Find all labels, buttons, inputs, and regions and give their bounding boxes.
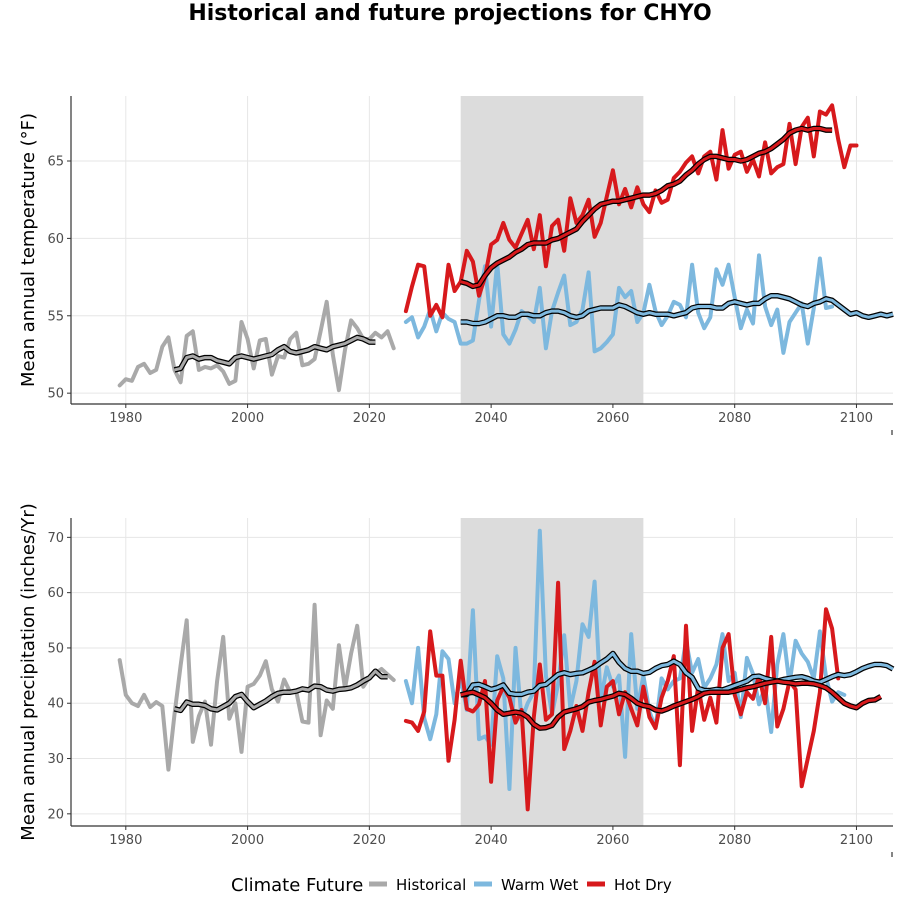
x-tick-label: 2100	[840, 411, 873, 426]
legend-label-historical: Historical	[396, 876, 466, 894]
y-tick-label: 60	[47, 232, 64, 247]
hot-dry-series-line	[403, 103, 859, 320]
x-tick-label: 1980	[109, 833, 142, 848]
historical-smooth-outline	[173, 668, 388, 714]
historical-series-line	[117, 299, 396, 393]
x-tick-label: 2020	[353, 833, 386, 848]
y-axis-title: Mean annual precipitation (inches/Yr)	[18, 503, 39, 841]
legend-title: Climate Future	[231, 875, 363, 896]
x-tick-label: 2000	[231, 411, 264, 426]
x-tick-label: 2040	[475, 833, 508, 848]
x-tick-label: 2080	[718, 411, 751, 426]
x-tick-label: 2080	[718, 833, 751, 848]
historical-series-line	[117, 602, 396, 772]
historical-smooth-line	[174, 335, 376, 372]
hot-dry-series-line	[403, 580, 841, 812]
warm-wet-series-line	[403, 253, 835, 355]
y-tick-label: 65	[47, 155, 64, 170]
x-tick-label: 2020	[353, 411, 386, 426]
warm-wet-smooth-line	[460, 294, 894, 325]
y-axis-title: Mean annual temperature (°F)	[18, 113, 39, 387]
hot-dry-smooth-line	[460, 127, 833, 288]
warm-wet-series-line	[403, 528, 847, 791]
y-tick-label: 60	[47, 586, 64, 601]
x-tick-label: 2060	[596, 411, 629, 426]
warm-wet-smooth-line	[460, 652, 894, 697]
y-tick-label: 50	[47, 641, 64, 656]
y-tick-label: 20	[47, 807, 64, 822]
historical-smooth-line	[174, 669, 388, 712]
x-tick-label: 2060	[596, 833, 629, 848]
y-tick-label: 40	[47, 697, 64, 712]
x-tick-label: 2040	[475, 411, 508, 426]
x-tick-label: 2100	[840, 833, 873, 848]
y-tick-label: 55	[47, 309, 64, 324]
y-tick-label: 50	[47, 387, 64, 402]
y-tick-label: 30	[47, 752, 64, 767]
legend-label-warm-wet: Warm Wet	[501, 876, 579, 894]
chart-title: Historical and future projections for CH…	[188, 1, 712, 26]
x-tick-label: 1980	[109, 411, 142, 426]
x-tick-label: 2000	[231, 833, 264, 848]
y-tick-label: 70	[47, 531, 64, 546]
legend-label-hot-dry: Hot Dry	[614, 876, 672, 894]
hot-dry-smooth-line	[460, 679, 882, 730]
